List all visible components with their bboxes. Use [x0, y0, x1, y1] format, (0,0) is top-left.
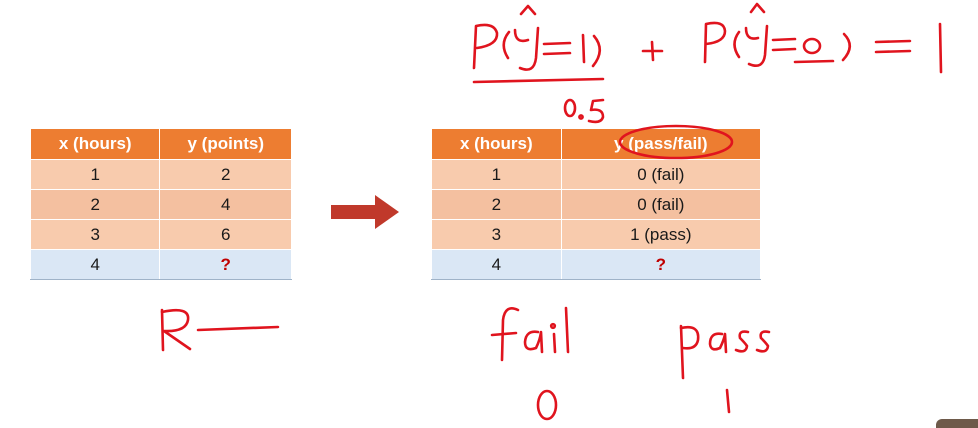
table-row: 3 1 (pass)	[431, 219, 762, 250]
handwritten-fail	[490, 306, 570, 362]
cell-y: 2	[159, 159, 292, 190]
ink-circle	[618, 124, 734, 160]
unknown-value: ?	[159, 249, 292, 280]
unknown-value: ?	[560, 249, 762, 280]
cell-x: 1	[431, 159, 562, 190]
classification-table: x (hours) y (pass/fail) 1 0 (fail) 2 0 (…	[431, 128, 762, 280]
query-row: 4 ?	[29, 249, 292, 280]
header-y-pass-fail: y (pass/fail)	[560, 128, 762, 160]
handwritten-pass	[679, 324, 771, 380]
table-header-row: x (hours) y (pass/fail)	[431, 128, 762, 160]
cell-x: 2	[29, 189, 161, 220]
regression-table: x (hours) y (points) 1 2 2 4 3 6 4 ?	[29, 128, 292, 280]
cell-x: 2	[431, 189, 562, 220]
query-row: 4 ?	[431, 249, 762, 280]
webcam-thumbnail	[936, 419, 978, 428]
table-row: 1 2	[29, 159, 292, 190]
cell-y: 0 (fail)	[560, 159, 762, 190]
table-row: 2 0 (fail)	[431, 189, 762, 220]
cell-x: 4	[29, 249, 161, 280]
handwritten-probability-formula	[472, 2, 943, 124]
table-header-row: x (hours) y (points)	[29, 128, 292, 160]
cell-y: 0 (fail)	[560, 189, 762, 220]
cell-x: 4	[431, 249, 562, 280]
cell-x: 3	[431, 219, 562, 250]
handwritten-one	[725, 388, 731, 414]
right-arrow-icon	[331, 195, 399, 229]
header-x-hours: x (hours)	[29, 128, 161, 160]
cell-x: 3	[29, 219, 161, 250]
handwritten-zero	[536, 389, 558, 421]
cell-y: 1 (pass)	[560, 219, 762, 250]
header-y-points: y (points)	[159, 128, 292, 160]
table-row: 1 0 (fail)	[431, 159, 762, 190]
handwritten-r-note	[160, 308, 280, 352]
